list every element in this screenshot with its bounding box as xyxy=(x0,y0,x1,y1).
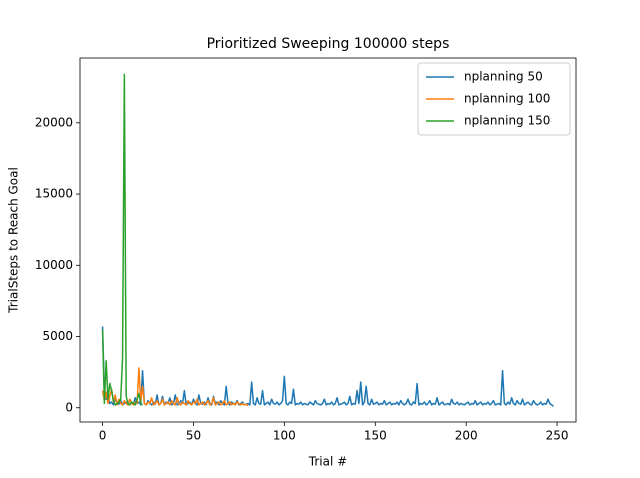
legend-label: nplanning 150 xyxy=(464,114,550,128)
x-tick-label: 0 xyxy=(99,429,107,443)
y-tick-label: 10000 xyxy=(35,258,73,272)
x-tick-label: 250 xyxy=(546,429,569,443)
data-line xyxy=(101,326,554,407)
y-tick-label: 20000 xyxy=(35,115,73,129)
data-line xyxy=(101,73,144,406)
axes-frame xyxy=(79,57,577,423)
y-tick-label: 15000 xyxy=(35,187,73,201)
legend-label: nplanning 100 xyxy=(464,92,550,106)
data-line xyxy=(101,367,249,407)
y-tick-label: 0 xyxy=(65,400,73,414)
x-tick-label: 150 xyxy=(364,429,387,443)
legend-label: nplanning 50 xyxy=(464,70,543,84)
x-tick-label: 50 xyxy=(186,429,201,443)
chart-title: Prioritized Sweeping 100000 steps xyxy=(207,36,450,52)
legend-box xyxy=(417,62,571,136)
y-axis-label: TrialSteps to Reach Goal xyxy=(7,167,21,314)
y-tick-label: 5000 xyxy=(42,329,73,343)
x-tick-label: 100 xyxy=(273,429,296,443)
x-tick-label: 200 xyxy=(455,429,478,443)
x-axis-label: Trial # xyxy=(308,455,347,469)
